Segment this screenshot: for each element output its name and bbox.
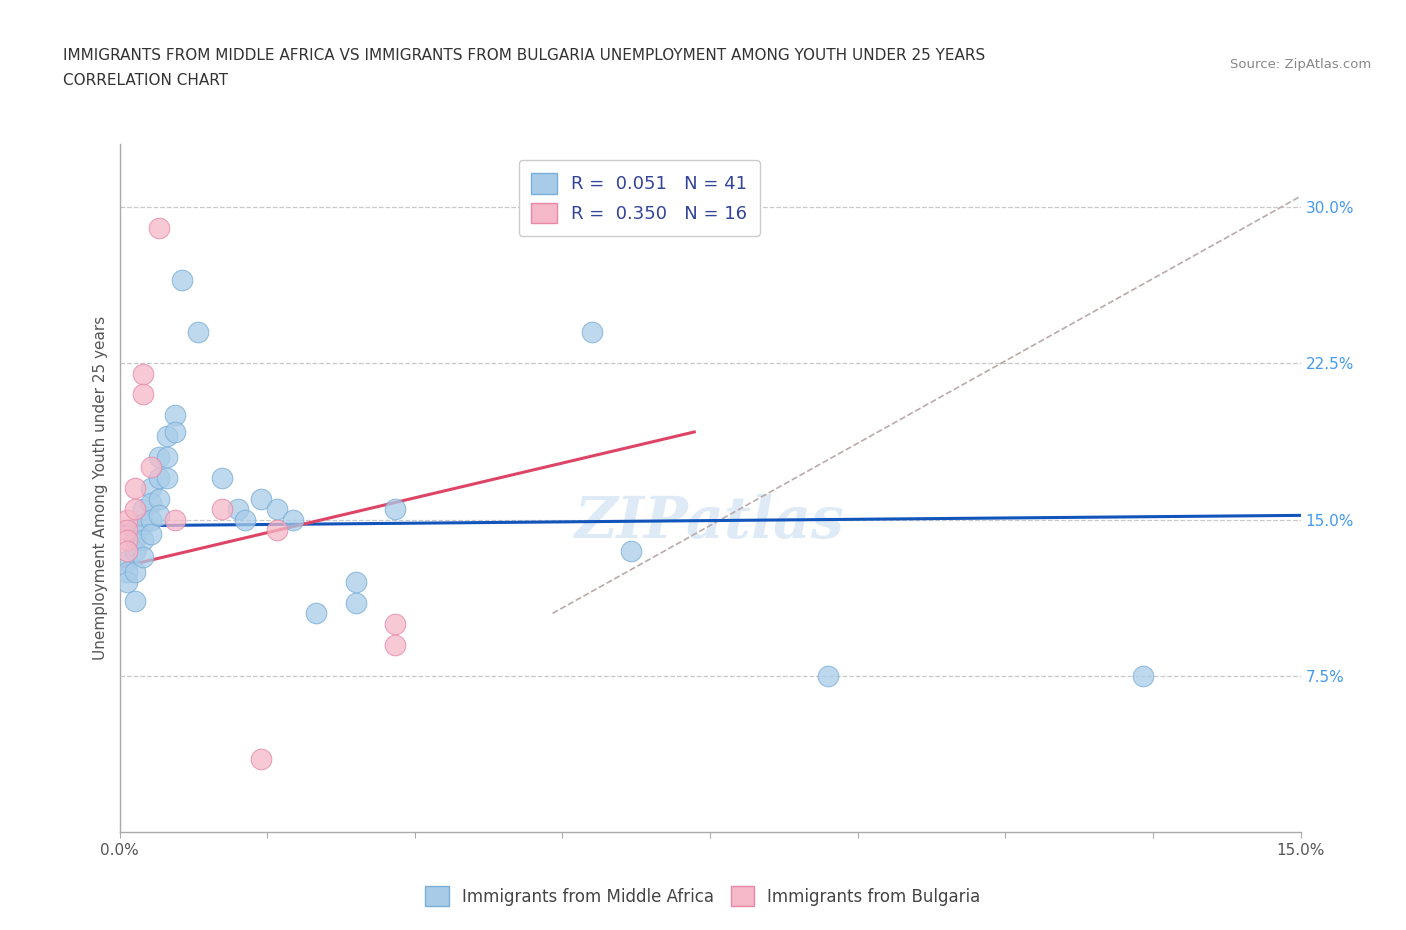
Point [305,606,328,621]
Text: Source: ZipAtlas.com: Source: ZipAtlas.com [1230,58,1371,71]
Point [124,593,146,608]
Point [384,501,406,516]
Point [124,533,146,548]
Text: IMMIGRANTS FROM MIDDLE AFRICA VS IMMIGRANTS FROM BULGARIA UNEMPLOYMENT AMONG YOU: IMMIGRANTS FROM MIDDLE AFRICA VS IMMIGRA… [63,48,986,63]
Point [187,325,209,339]
Point [266,523,288,538]
Point [211,471,233,485]
Point [148,491,170,506]
Point [211,501,233,516]
Point [344,575,367,590]
Point [384,617,406,631]
Point [163,408,186,423]
Point [148,449,170,464]
Point [124,523,146,538]
Point [156,429,179,444]
Point [163,424,186,439]
Point [266,501,288,516]
Point [620,543,643,558]
Legend: R =  0.051   N = 41, R =  0.350   N = 16: R = 0.051 N = 41, R = 0.350 N = 16 [519,160,759,236]
Point [250,752,273,767]
Point [124,501,146,516]
Point [117,553,139,568]
Y-axis label: Unemployment Among Youth under 25 years: Unemployment Among Youth under 25 years [93,316,108,660]
Point [148,471,170,485]
Point [132,387,155,402]
Point [132,533,155,548]
Point [139,526,162,541]
Point [124,481,146,496]
Point [156,471,179,485]
Point [581,325,603,339]
Point [281,512,304,527]
Point [132,501,155,516]
Point [117,533,139,548]
Point [124,543,146,558]
Point [235,512,257,527]
Point [124,565,146,579]
Point [817,669,839,684]
Point [117,543,139,558]
Text: CORRELATION CHART: CORRELATION CHART [63,73,228,87]
Point [139,496,162,511]
Text: ZIPatlas: ZIPatlas [575,495,845,551]
Point [250,491,273,506]
Point [132,516,155,531]
Point [163,512,186,527]
Point [117,565,139,579]
Point [132,366,155,381]
Point [132,550,155,565]
Point [384,637,406,652]
Point [139,481,162,496]
Point [139,512,162,527]
Point [148,508,170,523]
Point [226,501,249,516]
Point [117,575,139,590]
Point [139,460,162,475]
Point [117,523,139,538]
Point [117,512,139,527]
Point [1132,669,1154,684]
Legend: Immigrants from Middle Africa, Immigrants from Bulgaria: Immigrants from Middle Africa, Immigrant… [419,880,987,912]
Point [148,220,170,235]
Point [172,272,194,287]
Point [156,449,179,464]
Point [344,595,367,610]
